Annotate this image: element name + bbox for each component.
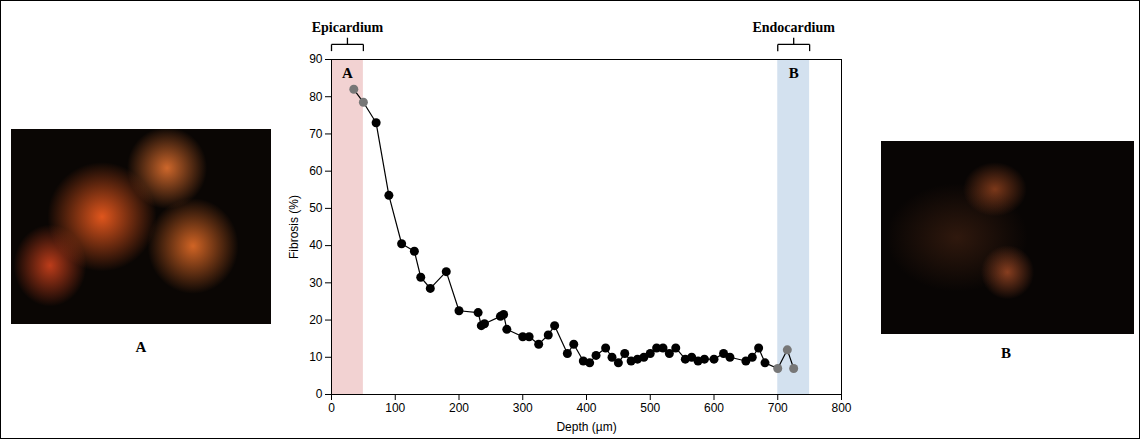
svg-text:Endocardium: Endocardium [752,20,835,35]
svg-text:500: 500 [640,401,660,415]
svg-text:800: 800 [831,401,851,415]
svg-text:60: 60 [309,164,323,178]
svg-text:80: 80 [309,90,323,104]
svg-text:70: 70 [309,127,323,141]
svg-text:600: 600 [704,401,724,415]
svg-text:0: 0 [328,401,335,415]
svg-text:10: 10 [309,350,323,364]
svg-text:200: 200 [449,401,469,415]
svg-text:50: 50 [309,201,323,215]
svg-text:90: 90 [309,52,323,66]
svg-text:0: 0 [316,387,323,401]
svg-text:Depth (µm): Depth (µm) [556,420,616,434]
html-text:B: B [1001,345,1011,361]
svg-text:300: 300 [513,401,533,415]
svg-text:700: 700 [768,401,788,415]
svg-text:A: A [342,65,353,81]
svg-text:40: 40 [309,238,323,252]
html-text:A: A [135,339,147,355]
svg-text:Fibrosis (%): Fibrosis (%) [287,195,301,259]
svg-text:B: B [789,65,799,81]
svg-text:100: 100 [385,401,405,415]
svg-text:400: 400 [576,401,596,415]
svg-text:30: 30 [309,276,323,290]
svg-text:Epicardium: Epicardium [312,20,384,35]
svg-text:20: 20 [309,313,323,327]
